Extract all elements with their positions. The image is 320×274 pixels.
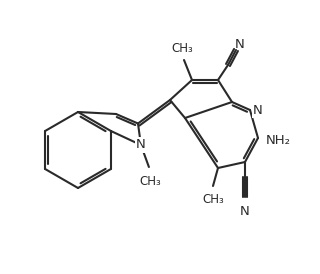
Text: N: N — [253, 104, 263, 116]
Text: NH₂: NH₂ — [266, 133, 291, 147]
Text: CH₃: CH₃ — [171, 42, 193, 55]
Text: N: N — [240, 205, 250, 218]
Text: CH₃: CH₃ — [139, 175, 161, 188]
Text: CH₃: CH₃ — [202, 193, 224, 206]
Text: N: N — [235, 38, 245, 50]
Text: N: N — [136, 138, 146, 152]
